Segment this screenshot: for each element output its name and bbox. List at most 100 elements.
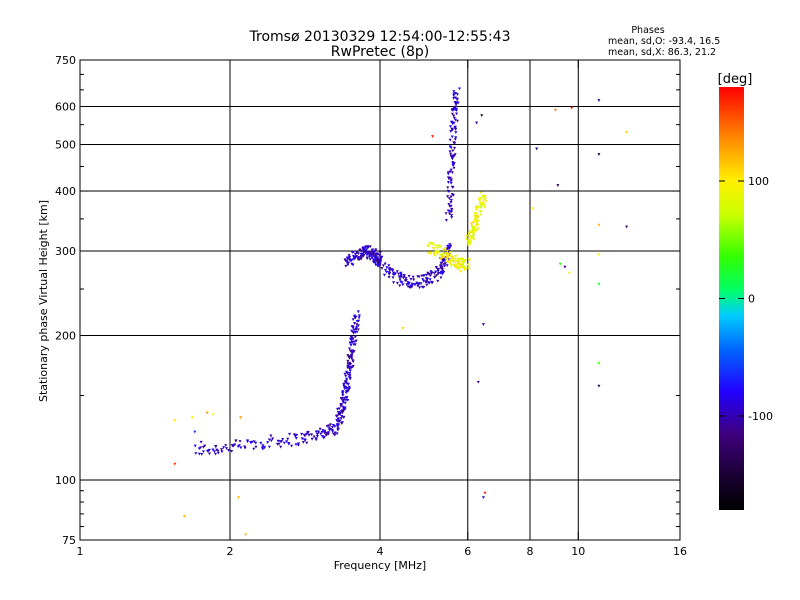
- data-point: [479, 213, 483, 217]
- data-point: [436, 250, 440, 254]
- x-tick-label: 4: [377, 545, 384, 558]
- data-point: [331, 430, 335, 434]
- data-point: [220, 448, 224, 451]
- data-point: [452, 90, 456, 94]
- data-point: [416, 275, 420, 279]
- data-point: [442, 255, 446, 259]
- data-point: [459, 270, 463, 273]
- data-point: [404, 279, 408, 282]
- data-point: [435, 244, 439, 248]
- data-point: [450, 216, 454, 219]
- data-point: [326, 432, 330, 436]
- x-tick-label: 1: [77, 545, 84, 558]
- data-point: [442, 263, 446, 266]
- data-point: [399, 280, 403, 284]
- data-point: [401, 283, 405, 287]
- data-point: [435, 274, 439, 277]
- data-point: [456, 265, 460, 269]
- data-point: [331, 424, 335, 427]
- data-point: [339, 417, 343, 421]
- data-point: [475, 208, 479, 212]
- data-point: [345, 395, 349, 399]
- data-point: [454, 257, 458, 261]
- data-point: [352, 350, 356, 354]
- data-point: [395, 281, 399, 285]
- data-point: [354, 315, 358, 319]
- data-point: [597, 253, 601, 257]
- data-point: [476, 219, 480, 223]
- data-point: [433, 254, 437, 258]
- data-point: [378, 264, 382, 268]
- data-point: [553, 108, 557, 112]
- data-point: [457, 87, 461, 91]
- data-point: [454, 254, 458, 258]
- data-point: [481, 201, 485, 205]
- data-point: [295, 433, 299, 437]
- y-tick-label: 75: [62, 534, 76, 547]
- data-point: [448, 150, 452, 154]
- data-point: [351, 340, 355, 344]
- data-point: [462, 268, 466, 272]
- colorbar-tick-label: 0: [748, 293, 755, 306]
- data-point: [285, 440, 289, 444]
- data-point: [444, 219, 448, 222]
- data-point: [399, 273, 403, 276]
- data-point: [353, 335, 357, 339]
- data-point: [173, 419, 177, 423]
- data-point: [440, 261, 444, 265]
- data-point: [466, 263, 470, 267]
- data-point: [426, 281, 430, 284]
- data-point: [353, 252, 357, 256]
- data-point: [343, 401, 347, 405]
- data-point: [341, 405, 345, 409]
- data-point: [420, 274, 424, 278]
- data-point: [360, 252, 364, 256]
- data-point: [446, 172, 450, 176]
- data-point: [261, 447, 265, 451]
- data-point: [457, 266, 461, 270]
- data-point: [387, 264, 391, 268]
- data-point: [450, 207, 454, 211]
- data-point: [467, 258, 471, 262]
- data-point: [597, 384, 601, 388]
- data-point: [483, 491, 487, 495]
- data-point: [383, 262, 387, 266]
- data-point: [340, 415, 344, 418]
- data-point: [478, 201, 482, 205]
- data-point: [288, 432, 292, 436]
- data-point: [452, 121, 456, 125]
- data-point: [441, 268, 445, 272]
- data-point: [365, 250, 369, 254]
- data-point: [452, 92, 456, 96]
- data-point: [437, 268, 441, 271]
- data-point: [426, 271, 430, 275]
- data-point: [449, 130, 453, 133]
- data-point: [475, 214, 479, 218]
- data-point: [436, 246, 440, 250]
- data-point: [448, 138, 452, 142]
- data-point: [355, 323, 359, 327]
- data-point: [479, 196, 483, 200]
- data-point: [337, 420, 341, 424]
- data-point: [277, 442, 281, 446]
- data-point: [411, 275, 415, 279]
- data-point: [476, 223, 480, 227]
- data-point: [315, 432, 319, 436]
- data-point: [440, 265, 444, 269]
- data-point: [338, 411, 342, 415]
- data-point: [303, 438, 307, 442]
- data-point: [254, 445, 258, 449]
- data-point: [558, 262, 562, 266]
- data-point: [463, 266, 467, 270]
- data-point: [201, 445, 205, 449]
- data-point: [182, 515, 186, 518]
- data-point: [246, 439, 250, 443]
- data-point: [483, 197, 487, 201]
- data-point: [346, 263, 350, 267]
- data-point: [343, 396, 347, 400]
- data-point: [345, 377, 349, 381]
- data-point: [451, 122, 455, 126]
- data-point: [425, 273, 429, 277]
- data-point: [597, 282, 601, 286]
